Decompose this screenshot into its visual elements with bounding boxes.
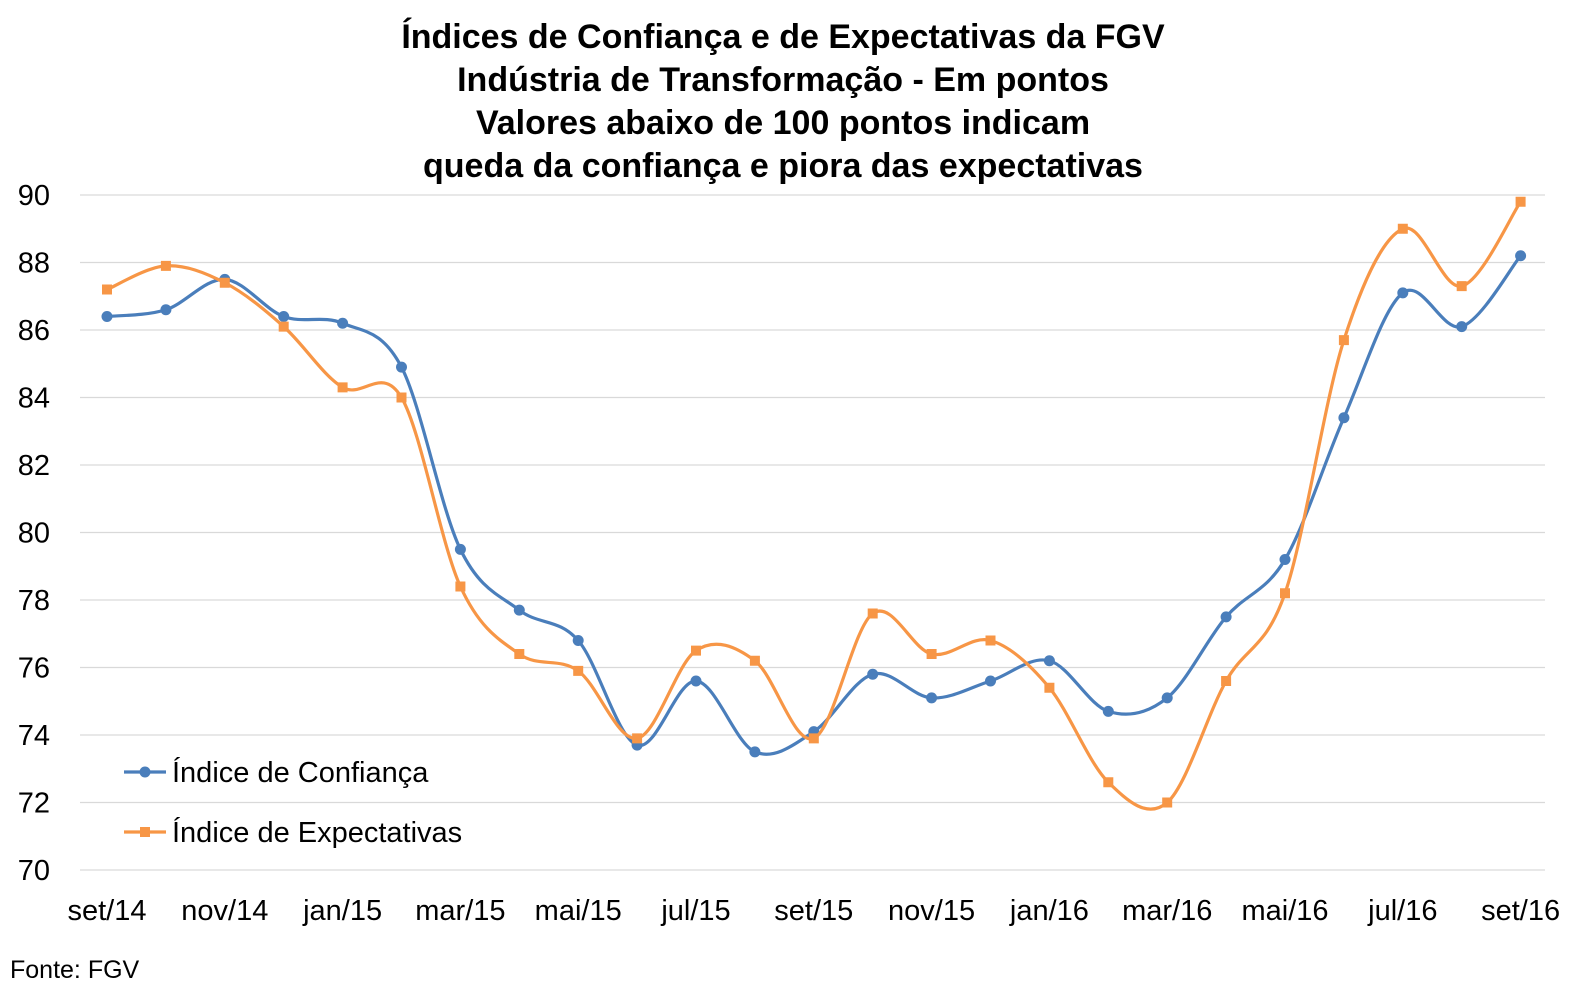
x-tick-label: mar/15 <box>415 895 505 927</box>
y-tick-label: 84 <box>18 383 50 415</box>
data-point <box>1102 705 1114 717</box>
data-point <box>572 635 584 646</box>
gridlines <box>80 194 1545 871</box>
data-point <box>454 543 466 555</box>
x-tick-label: set/15 <box>774 895 853 927</box>
x-tick-label: nov/14 <box>181 895 268 927</box>
data-point <box>749 746 761 758</box>
legend-label: Índice de Confiança <box>172 756 429 789</box>
x-tick-label: jul/16 <box>1367 895 1437 927</box>
data-point <box>102 284 112 295</box>
y-tick-label: 90 <box>18 180 50 212</box>
y-tick-label: 72 <box>18 788 50 820</box>
data-point <box>278 321 289 332</box>
data-point <box>1338 335 1349 346</box>
data-point <box>867 608 878 619</box>
data-point <box>1338 412 1350 424</box>
data-point <box>396 392 407 403</box>
data-point <box>160 260 171 271</box>
data-point <box>926 692 938 704</box>
chart-title: Índices de Confiança e de Expectativas d… <box>401 18 1165 185</box>
series-line <box>106 200 1522 811</box>
y-tick-label: 88 <box>18 248 50 280</box>
data-point <box>1220 611 1232 623</box>
legend-label: Índice de Expectativas <box>172 816 462 849</box>
data-point <box>396 361 407 373</box>
x-tick-label: set/14 <box>68 895 147 927</box>
chart-title-line: Valores abaixo de 100 pontos indicam <box>476 104 1090 142</box>
data-point <box>1043 655 1055 667</box>
data-point <box>926 649 937 659</box>
x-tick-label: mai/15 <box>535 895 622 927</box>
source-note: Fonte: FGV <box>10 956 140 984</box>
x-tick-label: mar/16 <box>1122 895 1212 927</box>
data-point <box>1279 554 1291 565</box>
data-point <box>514 649 525 659</box>
chart-title-line: queda da confiança e piora das expectati… <box>423 147 1143 185</box>
y-tick-label: 82 <box>18 450 50 482</box>
x-tick-label: jul/15 <box>660 895 730 927</box>
data-point <box>985 675 996 687</box>
data-point <box>219 277 230 288</box>
data-point <box>1161 692 1173 704</box>
data-point <box>455 581 466 592</box>
data-point <box>749 655 760 666</box>
data-point <box>1103 777 1114 788</box>
data-point <box>691 645 701 656</box>
data-point <box>1044 682 1055 693</box>
data-point <box>1397 223 1408 234</box>
chart-title-line: Índices de Confiança e de Expectativas d… <box>401 18 1165 56</box>
data-point <box>513 604 525 616</box>
legend-marker <box>139 766 151 778</box>
data-point <box>867 668 879 680</box>
data-point <box>1515 196 1526 207</box>
data-point <box>808 733 819 744</box>
data-point <box>337 382 348 393</box>
data-point <box>632 733 643 744</box>
x-tick-label: mai/16 <box>1241 895 1328 927</box>
chart-title-line: Indústria de Transformação - Em pontos <box>457 61 1109 99</box>
data-point <box>1456 321 1468 333</box>
data-point <box>1515 250 1527 262</box>
data-point <box>1456 281 1467 292</box>
y-axis-tick-labels: 70 72 74 76 78 80 82 84 86 88 90 <box>18 180 50 887</box>
data-point <box>1162 797 1173 808</box>
legend-marker <box>140 827 150 837</box>
data-point <box>573 665 584 676</box>
legend: Índice de Confiança Índice de Expectativa… <box>124 756 462 849</box>
y-tick-label: 70 <box>18 855 50 887</box>
data-point <box>690 675 702 687</box>
x-axis-tick-labels: set/14 nov/14 jan/15 mar/15 mai/15 jul/15 set/… <box>68 895 1561 927</box>
x-tick-label: jan/15 <box>302 895 382 927</box>
data-point <box>1397 287 1409 299</box>
data-point <box>337 317 349 329</box>
y-tick-label: 74 <box>18 720 50 752</box>
y-tick-label: 80 <box>18 518 50 550</box>
data-point <box>278 311 290 322</box>
series-layer <box>101 196 1527 811</box>
data-point <box>1280 588 1290 599</box>
data-point <box>985 635 996 646</box>
x-tick-label: jan/16 <box>1009 895 1089 927</box>
data-point <box>160 304 172 316</box>
y-tick-label: 78 <box>18 585 50 617</box>
x-tick-label: set/16 <box>1481 895 1560 927</box>
y-tick-label: 86 <box>18 315 50 347</box>
data-point <box>1221 676 1232 686</box>
data-point <box>101 311 113 322</box>
y-tick-label: 76 <box>18 653 50 685</box>
x-tick-label: nov/15 <box>888 895 975 927</box>
